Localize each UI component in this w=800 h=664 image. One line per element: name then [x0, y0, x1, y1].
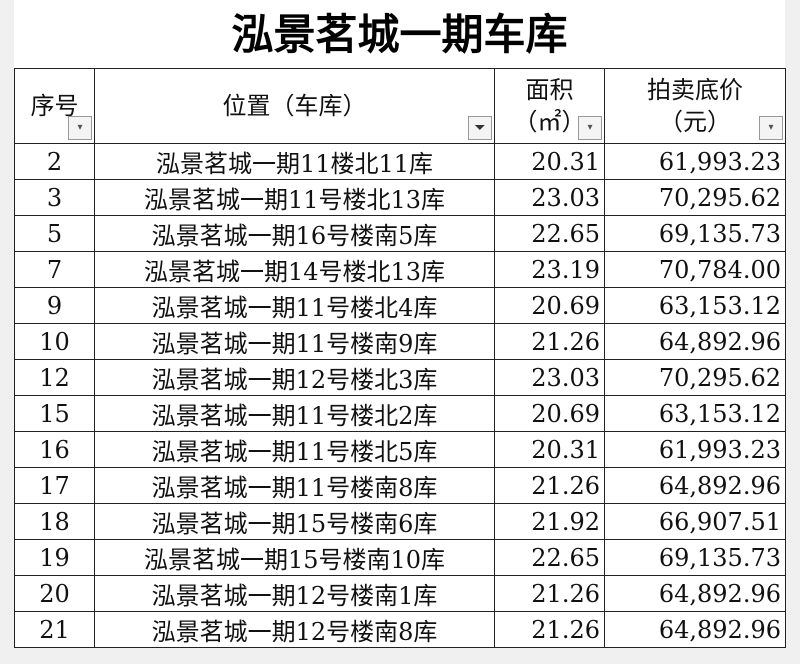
cell-index[interactable]: 20	[14, 575, 95, 612]
table-row: 19 泓景茗城一期15号楼南10库 22.65 69,135.73	[14, 539, 786, 576]
cell-area[interactable]: 21.26	[494, 575, 605, 612]
cell-area[interactable]: 22.65	[494, 215, 605, 252]
cell-location[interactable]: 泓景茗城一期11号楼南8库	[94, 467, 495, 504]
cell-location[interactable]: 泓景茗城一期11号楼北2库	[94, 395, 495, 432]
header-label: 位置（车库）	[222, 92, 367, 120]
cell-index[interactable]: 5	[14, 215, 95, 252]
table-row: 2 泓景茗城一期11楼北11库 20.31 61,993.23	[14, 143, 786, 180]
cell-price[interactable]: 70,784.00	[604, 251, 786, 288]
header-index: 序号 ▾	[14, 68, 95, 144]
cell-index[interactable]: 7	[14, 251, 95, 288]
cell-area[interactable]: 20.31	[494, 143, 605, 180]
filter-active-icon[interactable]: ⏷	[468, 116, 492, 140]
cell-index[interactable]: 12	[14, 359, 95, 396]
cell-price[interactable]: 63,153.12	[604, 395, 786, 432]
table-row: 12 泓景茗城一期12号楼北3库 23.03 70,295.62	[14, 359, 786, 396]
cell-area[interactable]: 20.69	[494, 287, 605, 324]
filter-dropdown-button[interactable]: ▾	[578, 116, 602, 140]
cell-location[interactable]: 泓景茗城一期11号楼北13库	[94, 179, 495, 216]
cell-index[interactable]: 10	[14, 323, 95, 360]
cell-price[interactable]: 63,153.12	[604, 287, 786, 324]
cell-location[interactable]: 泓景茗城一期12号楼南8库	[94, 611, 495, 648]
cell-location[interactable]: 泓景茗城一期14号楼北13库	[94, 251, 495, 288]
cell-location[interactable]: 泓景茗城一期11号楼北4库	[94, 287, 495, 324]
cell-price[interactable]: 61,993.23	[604, 143, 786, 180]
cell-area[interactable]: 21.26	[494, 611, 605, 648]
cell-price[interactable]: 70,295.62	[604, 179, 786, 216]
cell-area[interactable]: 21.26	[494, 323, 605, 360]
cell-location[interactable]: 泓景茗城一期11号楼北5库	[94, 431, 495, 468]
cell-location[interactable]: 泓景茗城一期12号楼南1库	[94, 575, 495, 612]
table-row: 17 泓景茗城一期11号楼南8库 21.26 64,892.96	[14, 467, 786, 504]
table-row: 7 泓景茗城一期14号楼北13库 23.19 70,784.00	[14, 251, 786, 288]
header-label: （㎡）	[513, 108, 586, 136]
cell-location[interactable]: 泓景茗城一期12号楼北3库	[94, 359, 495, 396]
cell-index[interactable]: 19	[14, 539, 95, 576]
cell-price[interactable]: 69,135.73	[604, 215, 786, 252]
table-row: 20 泓景茗城一期12号楼南1库 21.26 64,892.96	[14, 575, 786, 612]
table-row: 3 泓景茗城一期11号楼北13库 23.03 70,295.62	[14, 179, 786, 216]
cell-index[interactable]: 16	[14, 431, 95, 468]
cell-index[interactable]: 3	[14, 179, 95, 216]
cell-index[interactable]: 21	[14, 611, 95, 648]
header-price: 拍卖底价 （元） ▾	[604, 68, 786, 144]
header-label: 序号	[30, 92, 79, 120]
cell-price[interactable]: 64,892.96	[604, 323, 786, 360]
cell-index[interactable]: 2	[14, 143, 95, 180]
table-row: 5 泓景茗城一期16号楼南5库 22.65 69,135.73	[14, 215, 786, 252]
cell-area[interactable]: 21.92	[494, 503, 605, 540]
table-row: 16 泓景茗城一期11号楼北5库 20.31 61,993.23	[14, 431, 786, 468]
header-label: 面积	[525, 76, 574, 104]
cell-price[interactable]: 64,892.96	[604, 575, 786, 612]
header-area: 面积 （㎡） ▾	[494, 68, 605, 144]
cell-location[interactable]: 泓景茗城一期11楼北11库	[94, 143, 495, 180]
cell-price[interactable]: 64,892.96	[604, 467, 786, 504]
filter-dropdown-button[interactable]: ▾	[759, 116, 783, 140]
cell-area[interactable]: 23.19	[494, 251, 605, 288]
sheet-title: 泓景茗城一期车库	[14, 0, 785, 68]
cell-area[interactable]: 23.03	[494, 179, 605, 216]
cell-index[interactable]: 17	[14, 467, 95, 504]
cell-location[interactable]: 泓景茗城一期15号楼南6库	[94, 503, 495, 540]
cell-price[interactable]: 69,135.73	[604, 539, 786, 576]
table-row: 10 泓景茗城一期11号楼南9库 21.26 64,892.96	[14, 323, 786, 360]
garage-table: 序号 ▾ 位置（车库） ⏷ 面积 （㎡） ▾ 拍卖底价 （元） ▾ 2 泓景茗城一期11楼北11库 2…	[14, 68, 786, 648]
cell-location[interactable]: 泓景茗城一期16号楼南5库	[94, 215, 495, 252]
header-label: （元）	[659, 108, 731, 136]
header-location: 位置（车库） ⏷	[94, 68, 495, 144]
cell-location[interactable]: 泓景茗城一期11号楼南9库	[94, 323, 495, 360]
cell-index[interactable]: 18	[14, 503, 95, 540]
header-row: 序号 ▾ 位置（车库） ⏷ 面积 （㎡） ▾ 拍卖底价 （元） ▾	[14, 68, 786, 144]
cell-index[interactable]: 9	[14, 287, 95, 324]
table-row: 15 泓景茗城一期11号楼北2库 20.69 63,153.12	[14, 395, 786, 432]
cell-price[interactable]: 64,892.96	[604, 611, 786, 648]
cell-area[interactable]: 23.03	[494, 359, 605, 396]
cell-area[interactable]: 20.69	[494, 395, 605, 432]
filter-dropdown-button[interactable]: ▾	[68, 116, 92, 140]
cell-price[interactable]: 66,907.51	[604, 503, 786, 540]
cell-area[interactable]: 21.26	[494, 467, 605, 504]
cell-area[interactable]: 20.31	[494, 431, 605, 468]
cell-area[interactable]: 22.65	[494, 539, 605, 576]
cell-location[interactable]: 泓景茗城一期15号楼南10库	[94, 539, 495, 576]
table-row: 9 泓景茗城一期11号楼北4库 20.69 63,153.12	[14, 287, 786, 324]
table-row: 18 泓景茗城一期15号楼南6库 21.92 66,907.51	[14, 503, 786, 540]
cell-price[interactable]: 70,295.62	[604, 359, 786, 396]
table-row: 21 泓景茗城一期12号楼南8库 21.26 64,892.96	[14, 611, 786, 648]
cell-index[interactable]: 15	[14, 395, 95, 432]
cell-price[interactable]: 61,993.23	[604, 431, 786, 468]
header-label: 拍卖底价	[647, 76, 743, 104]
